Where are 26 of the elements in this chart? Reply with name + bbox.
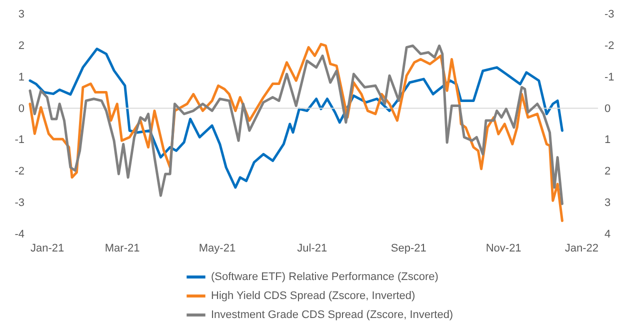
x-tick-label: Mar-21 <box>104 242 140 254</box>
y2-tick-label: 0 <box>604 102 611 115</box>
y2-tick-label: 2 <box>604 166 611 178</box>
y2-tick-label: -1 <box>604 71 614 84</box>
y-tick-label: 2 <box>18 40 24 52</box>
x-tick-label: Jan-21 <box>30 242 64 254</box>
y-tick-label: -1 <box>14 134 24 146</box>
y-tick-label: 1 <box>18 71 24 84</box>
y2-tick-label: -3 <box>604 8 614 20</box>
x-tick-label: May-21 <box>198 242 236 254</box>
y2-tick-label: -2 <box>604 40 614 52</box>
y-tick-label: 3 <box>18 8 24 20</box>
x-tick-label: Sep-21 <box>390 242 426 254</box>
legend-label: Investment Grade CDS Spread (Zscore, Inverted) <box>211 309 454 321</box>
y-tick-label: -4 <box>14 228 24 240</box>
y-tick-label: -3 <box>14 197 24 210</box>
legend-label: (Software ETF) Relative Performance (Zscore) <box>211 271 438 283</box>
y2-tick-label: 3 <box>604 197 611 210</box>
legend-label: High Yield CDS Spread (Zscore, Inverted) <box>211 290 416 302</box>
x-tick-label: Jul-21 <box>297 242 328 254</box>
y2-tick-label: 4 <box>604 228 611 240</box>
y-tick-label: -2 <box>14 166 24 178</box>
y2-tick-label: 1 <box>604 134 611 146</box>
x-tick-label: Jan-22 <box>564 242 598 254</box>
y-tick-label: 0 <box>18 102 24 115</box>
x-tick-label: Nov-21 <box>486 242 522 254</box>
